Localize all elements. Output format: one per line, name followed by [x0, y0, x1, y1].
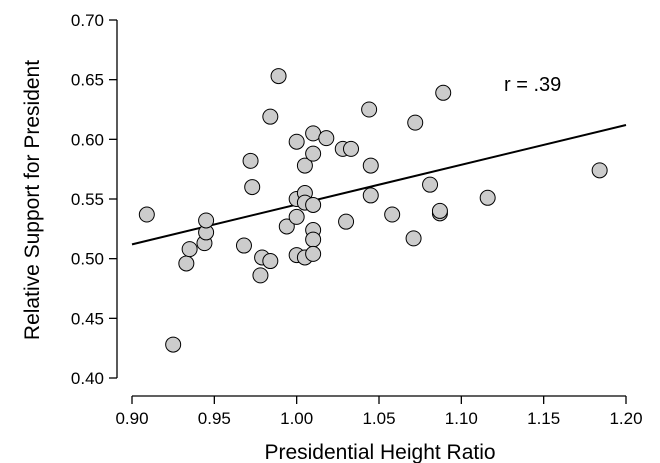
- y-tick-label: 0.50: [71, 250, 104, 269]
- data-point: [338, 213, 355, 230]
- x-tick-label: 1.00: [280, 409, 313, 428]
- y-tick-label: 0.65: [71, 71, 104, 90]
- y-tick-label: 0.40: [71, 369, 104, 388]
- data-point: [181, 241, 198, 258]
- data-point: [305, 196, 322, 213]
- data-point: [138, 206, 155, 223]
- data-point: [262, 108, 279, 125]
- y-tick-label: 0.45: [71, 309, 104, 328]
- data-point: [362, 187, 379, 204]
- y-tick-label: 0.55: [71, 190, 104, 209]
- data-point: [479, 189, 496, 206]
- data-point: [198, 212, 215, 229]
- data-point: [305, 145, 322, 162]
- data-point: [165, 336, 182, 353]
- data-point: [305, 231, 322, 248]
- y-axis-title: Relative Support for President: [21, 60, 44, 340]
- data-point: [235, 237, 252, 254]
- correlation-annotation: r = .39: [504, 74, 561, 96]
- data-point: [305, 245, 322, 262]
- x-tick-label: 1.15: [527, 409, 560, 428]
- y-tick-label: 0.60: [71, 130, 104, 149]
- data-point: [384, 206, 401, 223]
- data-point: [242, 152, 259, 169]
- x-tick-label: 1.10: [445, 409, 478, 428]
- data-point: [288, 208, 305, 225]
- x-tick-label: 0.90: [115, 409, 148, 428]
- regression-line: [131, 124, 627, 246]
- data-point: [278, 218, 295, 235]
- data-points: [138, 68, 608, 353]
- data-point: [252, 267, 269, 284]
- x-tick-label: 1.20: [609, 409, 642, 428]
- data-point: [288, 133, 305, 150]
- y-tick-label: 0.70: [71, 11, 104, 30]
- data-point: [431, 202, 448, 219]
- data-point: [422, 176, 439, 193]
- x-tick-label: 0.95: [198, 409, 231, 428]
- data-point: [270, 68, 287, 85]
- x-ticks: 0.90 0.95 1.00 1.05 1.10 1.15 1.20: [115, 396, 643, 428]
- data-point: [407, 114, 424, 131]
- data-point: [296, 157, 313, 174]
- data-point: [318, 130, 335, 147]
- x-tick-label: 1.05: [362, 409, 395, 428]
- data-point: [343, 140, 360, 157]
- data-point: [405, 230, 422, 247]
- data-point: [362, 157, 379, 174]
- data-point: [591, 162, 608, 179]
- y-ticks: 0.40 0.45 0.50 0.55 0.60 0.65 0.70: [71, 11, 117, 388]
- data-point: [435, 84, 452, 101]
- data-point: [361, 101, 378, 118]
- data-point: [262, 253, 279, 270]
- x-axis-title: Presidential Height Ratio: [264, 441, 495, 463]
- data-point: [178, 255, 195, 272]
- data-point: [244, 179, 261, 196]
- axes: 0.90 0.95 1.00 1.05 1.10 1.15 1.20 0.40 0.45 0.5…: [71, 11, 643, 428]
